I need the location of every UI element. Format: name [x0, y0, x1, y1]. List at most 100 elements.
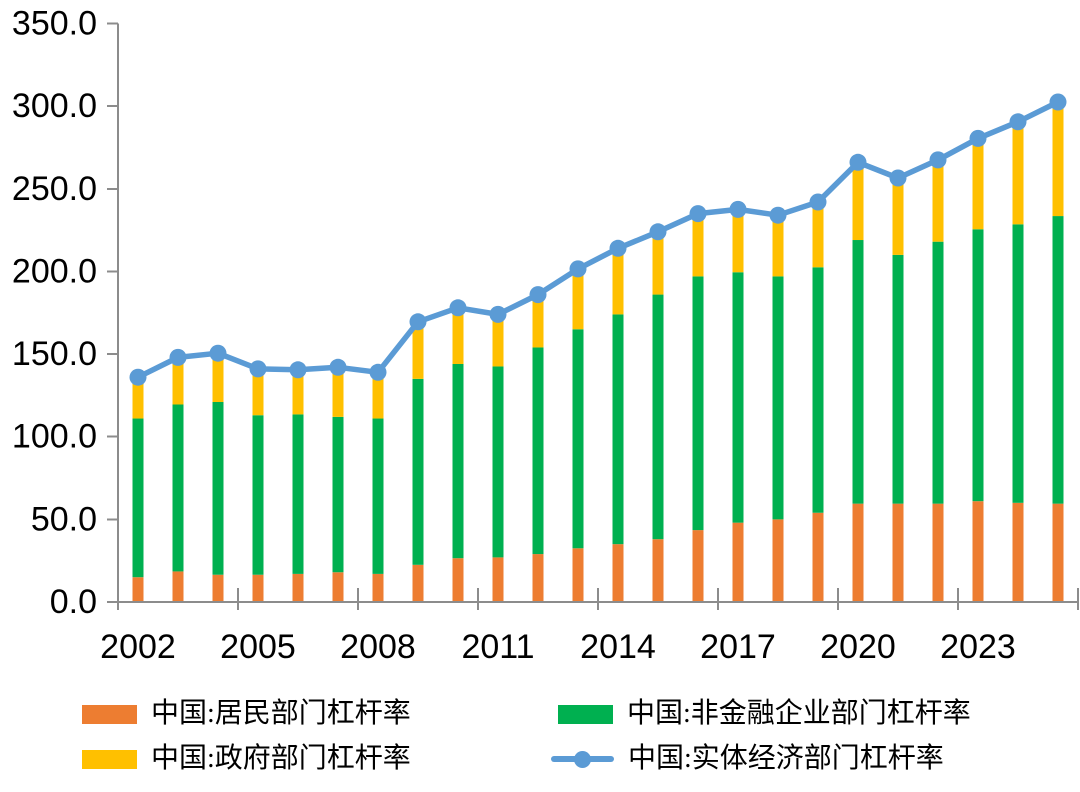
x-tick-label-2002: 2002	[100, 628, 176, 666]
bar-segment-corporate-2011	[492, 366, 504, 558]
bar-segment-household-2005	[252, 574, 264, 602]
line-marker-2014	[609, 239, 627, 257]
bar-segment-government-2004	[212, 353, 224, 403]
bar-segment-government-2008	[372, 372, 384, 419]
y-tick-label-150: 150.0	[12, 335, 97, 373]
line-marker-2005	[249, 360, 267, 378]
bar-segment-government-2009	[412, 321, 424, 379]
bar-segment-household-2003	[172, 571, 184, 602]
bar-segment-household-2017	[732, 522, 744, 602]
bar-segment-household-2009	[412, 564, 424, 602]
bar-segment-government-2019	[812, 202, 824, 268]
bar-segment-corporate-2023	[972, 229, 984, 502]
x-tick-label-2023: 2023	[940, 628, 1016, 666]
bar-segment-household-2018	[772, 519, 784, 602]
bar-segment-household-2015	[652, 539, 664, 602]
bar-segment-government-2003	[172, 357, 184, 405]
bar-segment-household-2013	[572, 548, 584, 602]
bar-segment-corporate-2010	[452, 363, 464, 559]
x-tick-label-2014: 2014	[580, 628, 656, 666]
bar-segment-government-2012	[532, 294, 544, 348]
bar-segment-household-2008	[372, 573, 384, 602]
bar-segment-household-2025	[1052, 503, 1064, 602]
bar-segment-corporate-2007	[332, 416, 344, 573]
bar-segment-household-2022	[932, 503, 944, 602]
bar-segment-government-2018	[772, 215, 784, 277]
x-tick-label-2017: 2017	[700, 628, 776, 666]
line-marker-2013	[569, 260, 587, 278]
bar-segment-household-2011	[492, 557, 504, 602]
y-tick-label-200: 200.0	[12, 252, 97, 290]
bar-segment-corporate-2016	[692, 276, 704, 531]
bar-segment-corporate-2015	[652, 294, 664, 540]
line-marker-2011	[489, 305, 507, 323]
bar-segment-corporate-2006	[292, 414, 304, 574]
legend-item-real-economy: 中国:实体经济部门杠杆率	[551, 742, 944, 776]
bar-segment-corporate-2012	[532, 347, 544, 555]
line-marker-2025	[1049, 93, 1067, 111]
line-marker-icon	[551, 750, 614, 769]
x-tick-label-2020: 2020	[820, 628, 896, 666]
legend-label-household: 中国:居民部门杠杆率	[151, 698, 411, 729]
legend-item-government: 中国:政府部门杠杆率	[82, 742, 411, 776]
bar-segment-government-2015	[652, 231, 664, 295]
bar-segment-corporate-2013	[572, 329, 584, 549]
bar-segment-corporate-2009	[412, 378, 424, 565]
bar-segment-household-2014	[612, 544, 624, 602]
bar-segment-government-2022	[932, 159, 944, 242]
line-marker-2015	[649, 223, 667, 241]
bar-segment-government-2014	[612, 248, 624, 315]
bar-segment-corporate-2025	[1052, 216, 1064, 504]
line-marker-2006	[289, 361, 307, 379]
line-marker-2020	[849, 153, 867, 171]
y-tick-label-100: 100.0	[12, 418, 97, 456]
bar-segment-corporate-2005	[252, 415, 264, 575]
bar-segment-corporate-2019	[812, 267, 824, 513]
bar-segment-corporate-2014	[612, 314, 624, 545]
bar-segment-government-2021	[892, 178, 904, 255]
bar-segment-household-2024	[1012, 502, 1024, 602]
legend-label-corporate: 中国:非金融企业部门杠杆率	[627, 698, 971, 729]
bar-segment-government-2017	[732, 209, 744, 273]
y-tick-label-250: 250.0	[12, 170, 97, 208]
line-marker-2021	[889, 169, 907, 187]
line-marker-2004	[209, 344, 227, 362]
line-marker-2017	[729, 200, 747, 218]
y-tick-label-300: 300.0	[12, 87, 97, 125]
x-tick-label-2011: 2011	[461, 628, 534, 666]
line-marker-2018	[769, 206, 787, 224]
line-marker-2023	[969, 129, 987, 147]
legend-item-household: 中国:居民部门杠杆率	[82, 697, 411, 731]
legend-label-real-economy: 中国:实体经济部门杠杆率	[628, 743, 944, 774]
line-marker-2008	[369, 363, 387, 381]
bar-segment-household-2023	[972, 501, 984, 602]
bar-segment-household-2019	[812, 512, 824, 602]
line-marker-2019	[809, 193, 827, 211]
line-marker-2007	[329, 358, 347, 376]
bar-segment-household-2020	[852, 503, 864, 602]
line-marker-2012	[529, 286, 547, 304]
bar-segment-household-2002	[132, 577, 144, 602]
government-swatch-icon	[82, 749, 137, 769]
bar-segment-government-2020	[852, 162, 864, 241]
bar-segment-corporate-2017	[732, 272, 744, 523]
bar-segment-household-2016	[692, 530, 704, 602]
bar-segment-government-2016	[692, 213, 704, 277]
bar-segment-government-2013	[572, 268, 584, 330]
y-tick-label-50: 50.0	[31, 500, 97, 538]
bar-segment-corporate-2022	[932, 241, 944, 504]
chart-canvas: 0.0 50.0 100.0 150.0 200.0 250.0 300.0 350.0 200…	[12, 5, 1079, 666]
line-marker-2016	[689, 205, 707, 223]
line-marker-2022	[929, 151, 947, 169]
bar-segment-corporate-2004	[212, 402, 224, 575]
bar-segment-household-2010	[452, 558, 464, 602]
bar-segment-household-2021	[892, 503, 904, 602]
bar-segment-government-2024	[1012, 121, 1024, 225]
bar-segment-corporate-2018	[772, 276, 784, 520]
x-tick-label-2008: 2008	[340, 628, 416, 666]
bar-segment-household-2006	[292, 573, 304, 602]
y-tick-label-0: 0.0	[50, 583, 97, 621]
bar-segment-household-2012	[532, 554, 544, 602]
line-marker-2002	[129, 368, 147, 386]
